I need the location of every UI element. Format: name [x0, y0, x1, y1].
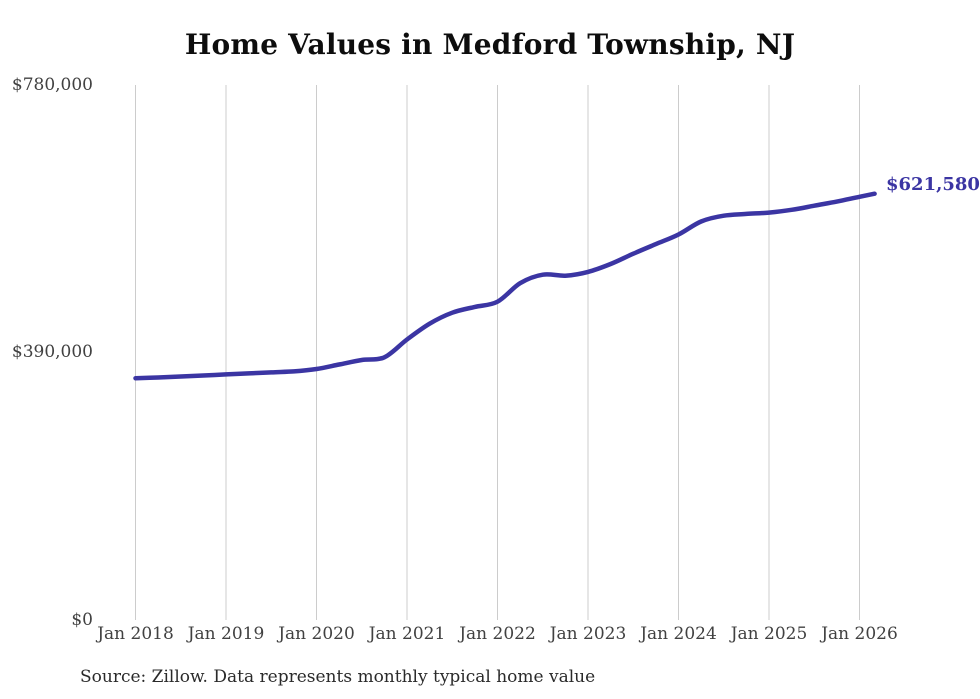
x-tick-label: Jan 2022 [459, 624, 536, 644]
x-tick-label: Jan 2018 [97, 624, 174, 644]
x-tick-label: Jan 2025 [730, 624, 808, 644]
y-tick-label: $780,000 [11, 74, 93, 95]
gridlines [135, 85, 860, 620]
y-tick-label: $0 [71, 609, 93, 630]
chart-title: Home Values in Medford Township, NJ [184, 28, 796, 61]
x-tick-label: Jan 2026 [821, 624, 898, 644]
x-tick-label: Jan 2024 [640, 624, 717, 644]
x-tick-label: Jan 2019 [187, 624, 265, 644]
x-tick-label: Jan 2020 [278, 624, 355, 644]
home-value-line [133, 191, 877, 381]
x-tick-label: Jan 2021 [368, 624, 446, 644]
latest-value-label: $621,580 [886, 174, 980, 195]
y-tick-label: $390,000 [11, 342, 93, 362]
x-tick-label: Jan 2023 [549, 624, 627, 644]
source-note: Source: Zillow. Data represents monthly … [80, 667, 596, 687]
